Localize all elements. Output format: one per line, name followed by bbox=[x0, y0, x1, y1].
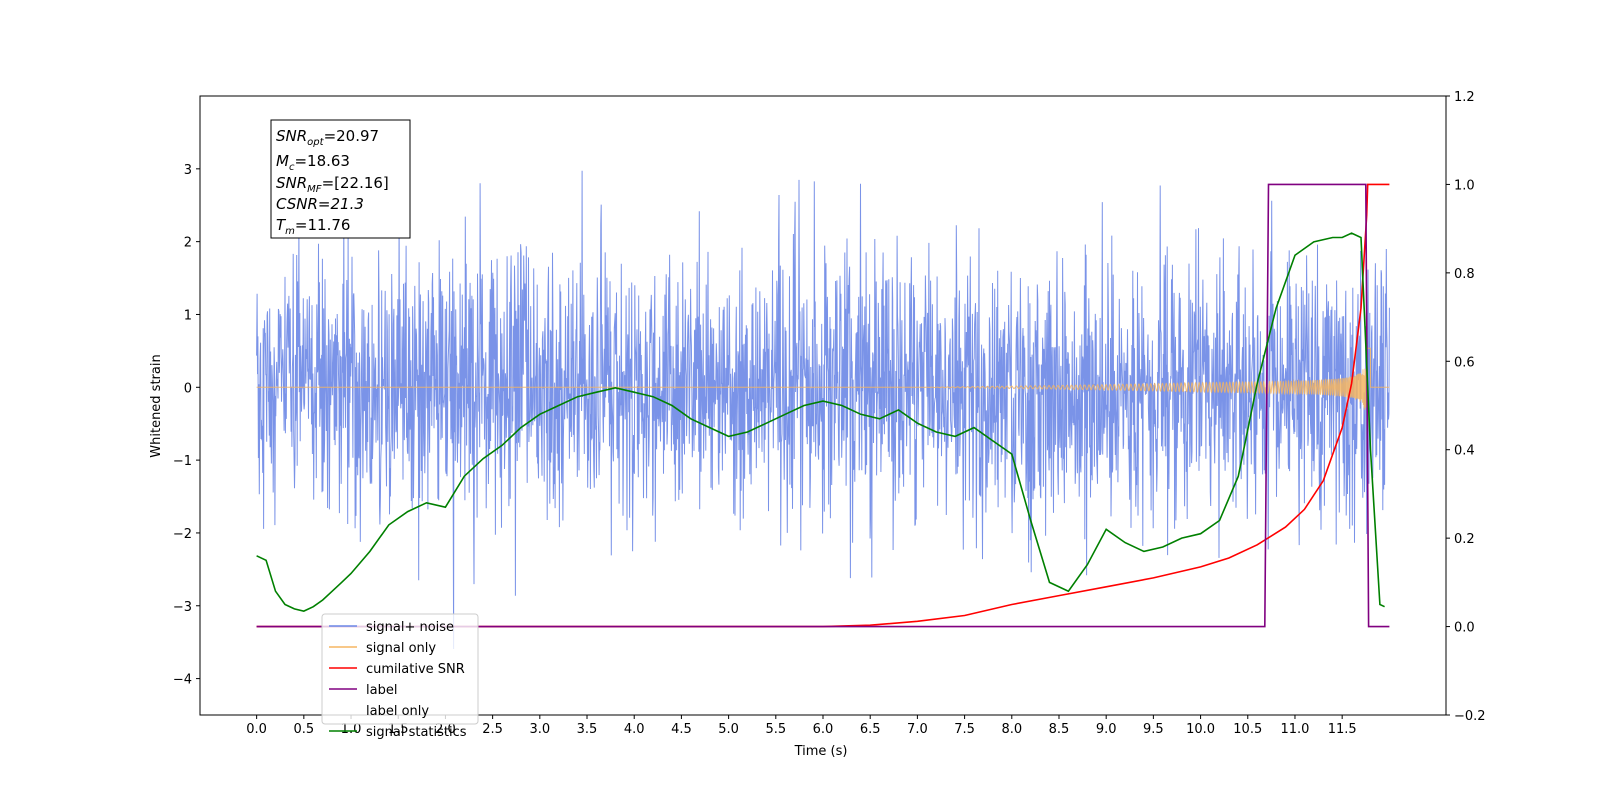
x-tick-label: 6.5 bbox=[860, 722, 881, 737]
series-cumilative-snr bbox=[256, 183, 1390, 628]
x-tick-label: 9.5 bbox=[1143, 722, 1164, 737]
annotation-mc: Mc=18.63 bbox=[276, 152, 350, 173]
y2-tick-label: 0.2 bbox=[1454, 532, 1475, 547]
x-tick-label: 11.0 bbox=[1280, 722, 1309, 737]
legend-entry: signal statistics bbox=[366, 725, 467, 740]
series-signal-only bbox=[256, 347, 1390, 410]
x-tick-label: 0.0 bbox=[246, 722, 267, 737]
annotation-csnr: CSNR=21.3 bbox=[276, 195, 364, 213]
y2-tick-label: 0.4 bbox=[1454, 444, 1475, 459]
annotation-snr-opt-value: =20.97 bbox=[324, 127, 380, 145]
stats-annotation-box: SNRopt=20.97 Mc=18.63 SNRMF=[22.16] CSNR… bbox=[270, 119, 411, 239]
y2-tick-label: 0.6 bbox=[1454, 355, 1475, 370]
annotation-snr-mf-value: =[22.16] bbox=[322, 174, 389, 192]
y-tick-label: −3 bbox=[173, 600, 192, 615]
y-tick-label: 1 bbox=[184, 308, 192, 323]
y-tick-label: −2 bbox=[173, 527, 192, 542]
annotation-tm: Tm=11.76 bbox=[276, 216, 350, 237]
y-tick-label: 0 bbox=[184, 381, 192, 396]
legend-entry: cumilative SNR bbox=[366, 662, 465, 677]
x-tick-label: 7.5 bbox=[954, 722, 975, 737]
series-label bbox=[256, 183, 1390, 628]
y-tick-label: 3 bbox=[184, 163, 192, 178]
legend-entry: label only bbox=[366, 704, 429, 719]
data-layer bbox=[256, 170, 1390, 650]
x-tick-label: 4.0 bbox=[624, 722, 645, 737]
y-tick-label: −1 bbox=[173, 454, 192, 469]
x-tick-label: 9.0 bbox=[1096, 722, 1117, 737]
y-tick-label: −4 bbox=[173, 673, 192, 688]
ticks-layer: 0.0 0.5 1.0 1.5 2.0 2.5 3.0 3.5 4.0 4.5 5.0 5.5 6.0 6… bbox=[173, 90, 1486, 737]
series-signal-noise bbox=[256, 170, 1390, 650]
y2-tick-label: 0.0 bbox=[1454, 621, 1475, 636]
legend-entry: label bbox=[366, 683, 397, 698]
y2-tick-label: 1.2 bbox=[1454, 90, 1475, 105]
x-tick-label: 2.0 bbox=[435, 722, 456, 737]
x-tick-label: 10.5 bbox=[1233, 722, 1262, 737]
x-tick-label: 1.5 bbox=[388, 722, 409, 737]
x-tick-label: 2.5 bbox=[482, 722, 503, 737]
x-tick-label: 4.5 bbox=[671, 722, 692, 737]
legend-entry: signal+ noise bbox=[366, 620, 454, 635]
legend: signal+ noise signal only cumilative SNR la… bbox=[321, 613, 479, 740]
x-tick-label: 5.0 bbox=[718, 722, 739, 737]
x-tick-label: 10.0 bbox=[1186, 722, 1215, 737]
y2-tick-label: 1.0 bbox=[1454, 178, 1475, 193]
x-tick-label: 8.0 bbox=[1001, 722, 1022, 737]
y2-tick-label: −0.2 bbox=[1454, 709, 1486, 724]
x-tick-label: 8.5 bbox=[1049, 722, 1070, 737]
legend-entry: signal only bbox=[366, 641, 436, 656]
x-tick-label: 5.5 bbox=[765, 722, 786, 737]
x-tick-label: 1.0 bbox=[341, 722, 362, 737]
annotation-tm-value: =11.76 bbox=[295, 216, 351, 234]
x-tick-label: 7.0 bbox=[907, 722, 928, 737]
x-tick-label: 3.0 bbox=[529, 722, 550, 737]
x-tick-label: 3.5 bbox=[577, 722, 598, 737]
x-axis-label: Time (s) bbox=[794, 744, 848, 759]
y2-tick-label: 0.8 bbox=[1454, 267, 1475, 282]
y-axis-label: Whitened strain bbox=[149, 354, 164, 457]
x-tick-label: 6.0 bbox=[813, 722, 834, 737]
series-signal-statistics bbox=[256, 232, 1385, 612]
annotation-snr-mf: SNRMF=[22.16] bbox=[276, 174, 389, 195]
annotation-snr-opt: SNRopt=20.97 bbox=[276, 127, 379, 148]
annotation-mc-value: =18.63 bbox=[294, 152, 350, 170]
x-tick-label: 11.5 bbox=[1328, 722, 1357, 737]
x-tick-label: 0.5 bbox=[293, 722, 314, 737]
y-tick-label: 2 bbox=[184, 236, 192, 251]
